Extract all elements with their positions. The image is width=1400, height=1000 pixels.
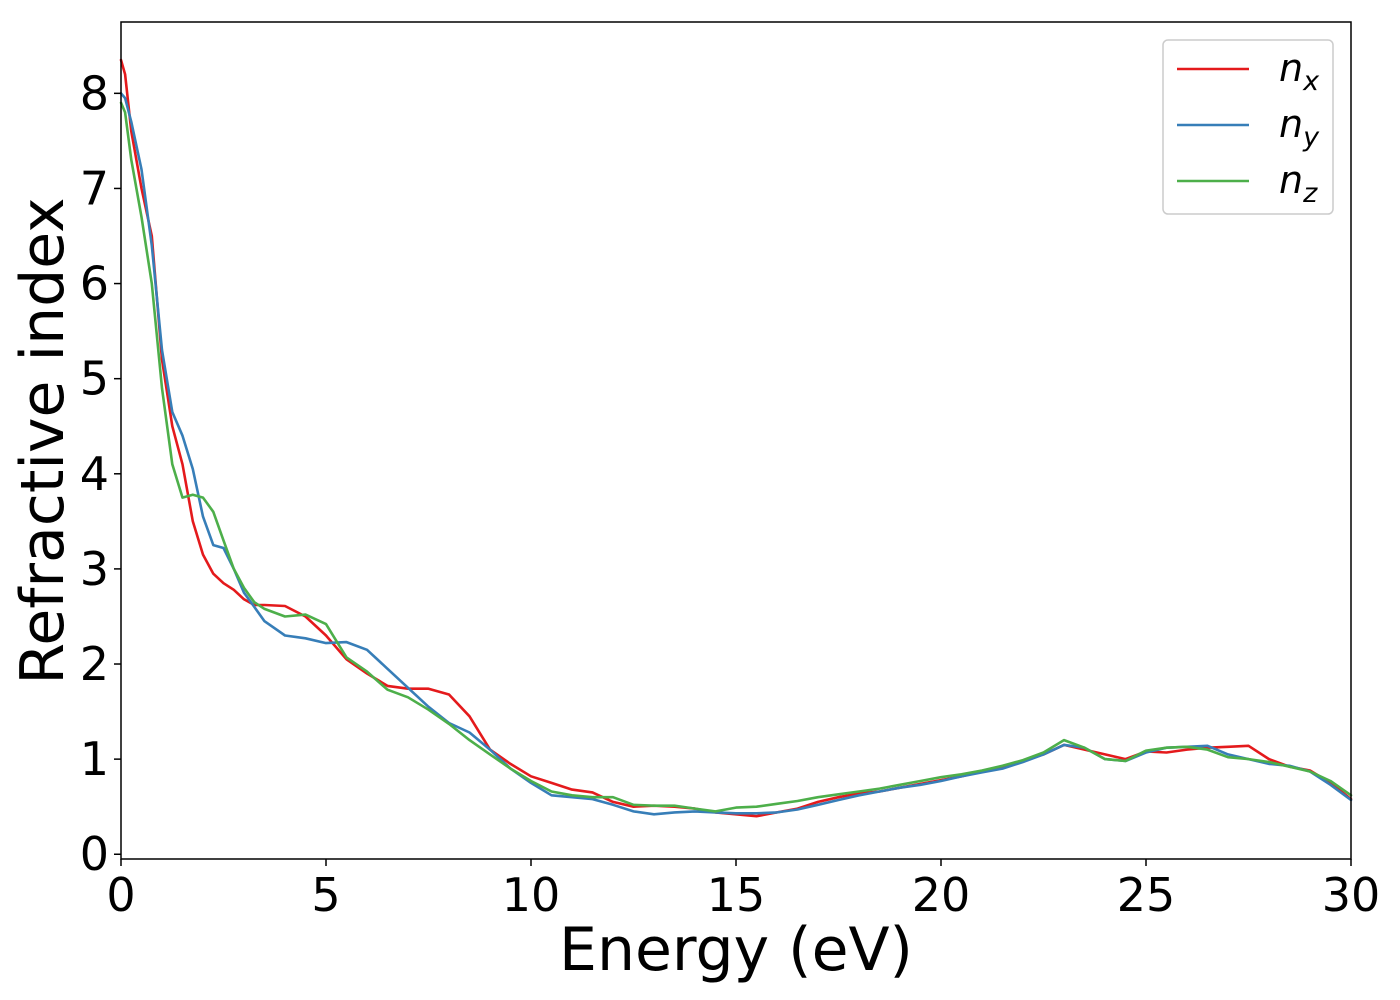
y-tick-label: 6 bbox=[80, 257, 109, 311]
y-axis: 0 1 2 3 4 5 6 7 8 bbox=[80, 66, 121, 881]
x-tick-label: 0 bbox=[106, 868, 135, 922]
y-tick-label: 4 bbox=[80, 447, 109, 501]
x-tick-label: 20 bbox=[912, 868, 971, 922]
x-axis: 0 5 10 15 20 25 30 bbox=[106, 859, 1380, 922]
x-tick-label: 30 bbox=[1322, 868, 1381, 922]
y-tick-label: 1 bbox=[80, 732, 109, 786]
x-tick-label: 10 bbox=[502, 868, 561, 922]
y-tick-label: 0 bbox=[80, 827, 109, 881]
x-axis-title: Energy (eV) bbox=[559, 915, 913, 985]
x-tick-label: 15 bbox=[707, 868, 766, 922]
x-tick-label: 5 bbox=[311, 868, 340, 922]
x-tick-label: 25 bbox=[1117, 868, 1176, 922]
series-layer bbox=[119, 58, 1353, 818]
series-line-nz bbox=[119, 101, 1353, 813]
legend-frame bbox=[1162, 39, 1334, 215]
y-axis-title: Refractive index bbox=[8, 197, 78, 684]
y-tick-label: 5 bbox=[80, 352, 109, 406]
y-tick-label: 3 bbox=[80, 542, 109, 596]
y-tick-label: 7 bbox=[80, 161, 109, 215]
y-tick-label: 8 bbox=[80, 66, 109, 120]
y-tick-label: 2 bbox=[80, 637, 109, 691]
